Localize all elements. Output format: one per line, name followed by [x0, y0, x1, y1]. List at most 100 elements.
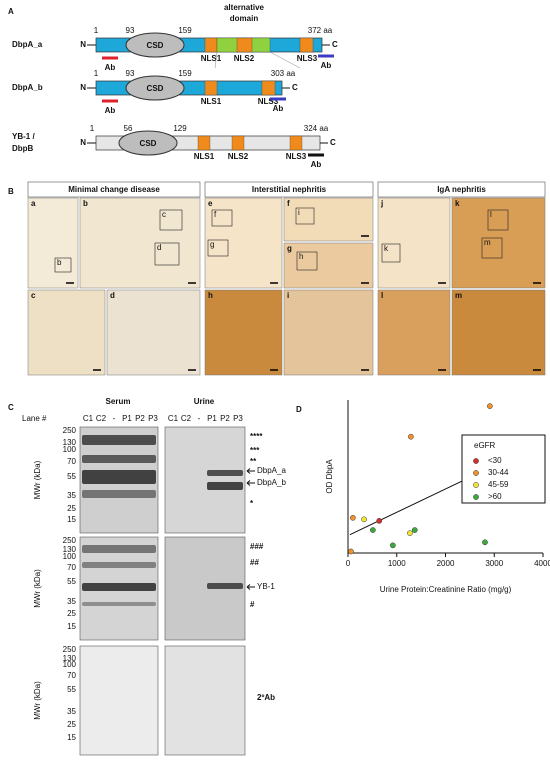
band [82, 470, 156, 484]
micrograph [27, 197, 79, 289]
position-label: 129 [173, 124, 187, 133]
antibody-label: Ab [321, 61, 332, 70]
csd-domain [125, 75, 185, 101]
position-label: 303 aa [271, 69, 296, 78]
inset-letter: h [299, 252, 303, 261]
serum-title: Serum [106, 397, 131, 406]
micrograph [27, 289, 106, 376]
domain-segment [231, 135, 245, 151]
domain-segment [197, 135, 211, 151]
legend-marker [473, 494, 479, 500]
mw-label: 15 [67, 622, 76, 631]
lane-label: P2 [135, 414, 145, 423]
blot [164, 645, 246, 756]
lane-label: P3 [148, 414, 158, 423]
inset-box [211, 209, 233, 227]
urine-title: Urine [194, 397, 215, 406]
protein-name: DbpB [12, 144, 34, 153]
lane-label: - [113, 414, 116, 423]
position-label: 324 aa [304, 124, 329, 133]
point [376, 518, 383, 524]
micrograph-letter: l [381, 291, 383, 300]
nls-label: NLS3 [297, 54, 318, 63]
inset-box [154, 242, 180, 266]
protein-bar [95, 80, 283, 96]
inset-letter: d [157, 243, 161, 252]
point [350, 514, 356, 521]
micrograph [79, 197, 201, 289]
mw-label: 100 [63, 445, 77, 454]
protein-name: YB-1 / [12, 132, 35, 141]
alt-guide [269, 51, 301, 69]
mw-axis-title: MWr (kDa) [33, 569, 42, 608]
micrograph [204, 197, 283, 289]
inset-letter: f [214, 210, 217, 219]
legend-marker [473, 470, 479, 476]
micrograph-letter: d [110, 291, 115, 300]
legend-box [461, 434, 546, 504]
antibody-bar [102, 99, 118, 103]
position-label: 56 [124, 124, 133, 133]
mw-label: 100 [63, 660, 77, 669]
inset-box [481, 237, 503, 259]
point [390, 542, 396, 549]
mw-label: 70 [67, 457, 76, 466]
alt-domain-label: alternative [224, 3, 265, 12]
micrograph-letter: f [287, 199, 290, 208]
micrograph-letter: a [31, 199, 36, 208]
micrograph [377, 197, 451, 289]
nls-label: NLS3 [286, 152, 307, 161]
mw-label: 55 [67, 577, 76, 586]
domain-segment [204, 80, 218, 96]
point [411, 527, 418, 533]
annotation: 2ºAb [257, 693, 275, 702]
annotation: *** [250, 446, 260, 455]
micrograph-letter: j [380, 199, 383, 208]
micrograph [451, 197, 546, 289]
micrograph [283, 289, 374, 376]
x-tick-label: 2000 [437, 559, 455, 568]
micrograph [106, 289, 201, 376]
antibody-label: Ab [273, 104, 284, 113]
blot [79, 645, 159, 756]
inset-box [295, 207, 315, 225]
micrograph-letter: k [455, 199, 460, 208]
lane-title: Lane # [22, 414, 47, 423]
group-title: Minimal change disease [68, 185, 160, 194]
point [487, 403, 493, 409]
nls-label: NLS2 [234, 54, 255, 63]
point [482, 539, 488, 546]
micrograph [283, 197, 374, 242]
micrograph-letter: h [208, 291, 213, 300]
domain-segment [299, 37, 314, 53]
lane-label: P3 [233, 414, 243, 423]
band [82, 455, 156, 463]
nls-label: NLS2 [228, 152, 249, 161]
blot [164, 426, 246, 534]
mw-label: 250 [63, 426, 77, 435]
inset-box [159, 209, 183, 231]
mw-label: 70 [67, 671, 76, 680]
x-tick-label: 4000 [534, 559, 550, 568]
legend-label: >60 [488, 492, 502, 501]
inset-letter: i [298, 208, 300, 217]
annotation: **** [250, 432, 263, 441]
micrograph-letter: i [287, 291, 289, 300]
point [348, 548, 354, 555]
band [82, 562, 156, 568]
nls-label: NLS1 [194, 152, 215, 161]
annotation: ** [250, 457, 257, 466]
position-label: 1 [94, 26, 99, 35]
c-terminus: C [292, 83, 298, 92]
legend-title: eGFR [474, 441, 496, 450]
nls-label: NLS1 [201, 54, 222, 63]
mw-label: 130 [63, 545, 77, 554]
band [207, 470, 243, 476]
domain-segment [289, 135, 303, 151]
mw-label: 35 [67, 707, 76, 716]
inset-letter: l [490, 210, 492, 219]
legend-marker [473, 482, 479, 488]
inset-letter: k [384, 244, 389, 253]
group-header [27, 181, 201, 198]
